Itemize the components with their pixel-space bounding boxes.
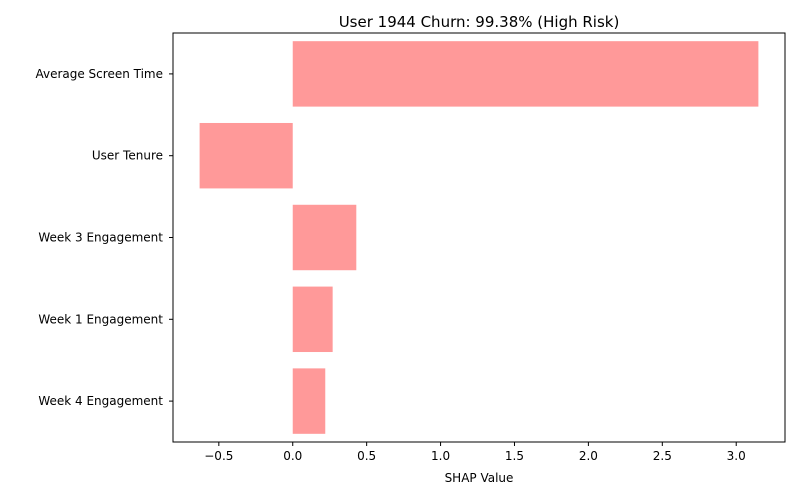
x-tick-label: 3.0 [727, 449, 746, 463]
bar-week-1-engagement [292, 286, 333, 353]
x-tick-label: −0.5 [204, 449, 233, 463]
x-tick-label: 1.0 [431, 449, 450, 463]
y-tick-label: Week 1 Engagement [38, 312, 163, 326]
x-tick-label: 1.5 [505, 449, 524, 463]
y-axis-ticks: Average Screen Time User Tenure Week 3 Eng… [35, 67, 173, 408]
bar-user-tenure [199, 122, 293, 189]
chart-title: User 1944 Churn: 99.38% (High Risk) [339, 13, 620, 31]
x-axis-ticks: −0.5 0.0 0.5 1.0 1.5 2.0 2.5 3.0 [204, 442, 746, 463]
bar-average-screen-time [292, 41, 759, 107]
bars-group [199, 41, 759, 434]
y-tick-label: Week 3 Engagement [38, 231, 163, 245]
x-tick-label: 0.0 [283, 449, 302, 463]
x-axis-title: SHAP Value [445, 471, 514, 485]
x-tick-label: 0.5 [357, 449, 376, 463]
x-tick-label: 2.5 [653, 449, 672, 463]
y-tick-label: Week 4 Engagement [38, 394, 163, 408]
y-tick-label: User Tenure [92, 149, 163, 163]
y-tick-label: Average Screen Time [35, 67, 163, 81]
x-tick-label: 2.0 [579, 449, 598, 463]
bar-week-3-engagement [292, 204, 357, 271]
bar-week-4-engagement [292, 368, 326, 434]
